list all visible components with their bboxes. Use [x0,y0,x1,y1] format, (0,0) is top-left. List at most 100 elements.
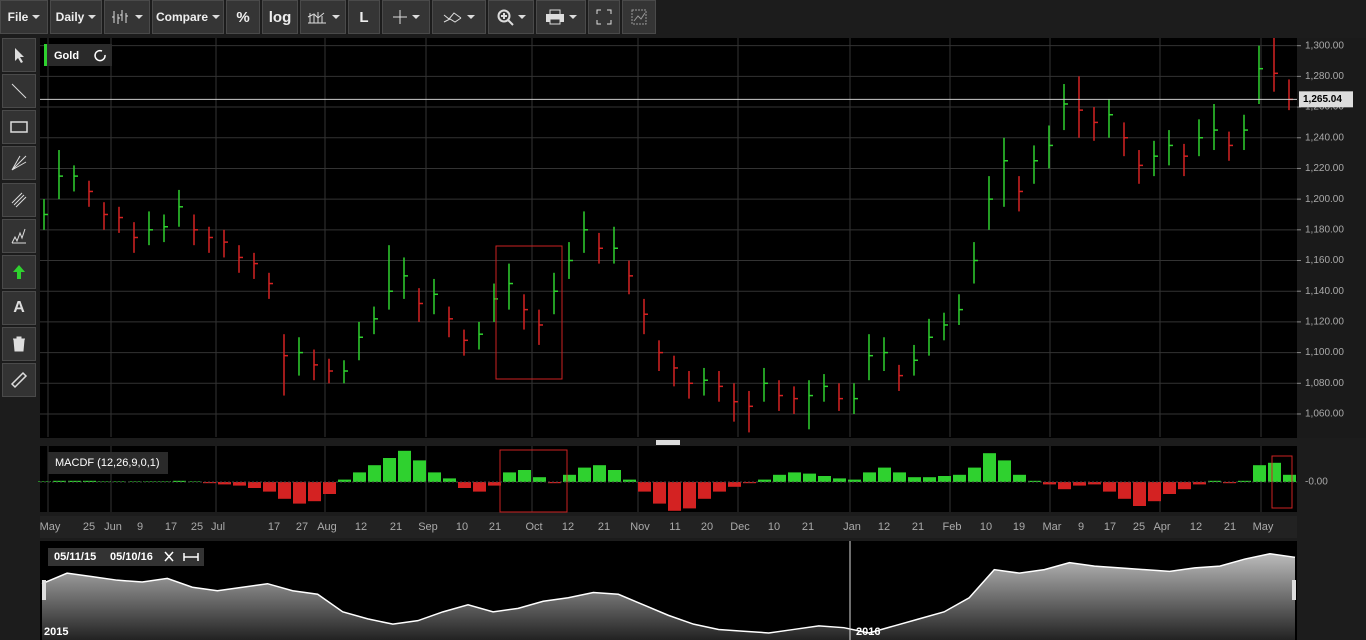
ruler-tool[interactable] [2,363,36,397]
x-tick-label: 10 [768,521,780,533]
icon [11,228,26,244]
delete-tool[interactable] [2,327,36,361]
histogram-bar [98,481,111,482]
fan-tool[interactable] [2,146,36,180]
log-button[interactable]: log [262,0,298,34]
end-date: 05/10/16 [110,551,153,563]
histogram-bar [248,482,261,488]
histogram-bar [293,482,306,504]
start-date-box [48,548,104,566]
histogram-bar [1043,482,1056,485]
histogram-bar [1238,480,1251,482]
histogram-bar [608,470,621,482]
zoom-menu[interactable] [488,0,534,34]
icon [11,155,27,171]
highlight-box [499,449,568,513]
histogram-bar [758,479,771,482]
histogram-bar [728,482,741,487]
refresh-icon [94,49,106,62]
histogram-bar [908,477,921,482]
histogram-bar [308,482,321,502]
symbol-tag [44,44,112,66]
price-axis [1297,38,1366,438]
histogram-bar [1073,482,1086,486]
icon [307,12,326,24]
date-axis [40,516,1297,538]
symbol-color [44,44,47,66]
pointer-tool[interactable] [2,38,36,72]
x-tick-label: 21 [489,521,501,533]
label: File [7,10,29,24]
pitchfork-tool[interactable] [2,219,36,253]
histogram-bar [878,467,891,482]
histogram-bar [338,479,351,482]
x-tick-label: May [40,521,61,533]
histogram-bar [1223,482,1236,484]
x-tick-label: 12 [355,521,367,533]
x-tick-label: 19 [1013,521,1025,533]
line-draw-tool[interactable] [2,74,36,108]
histogram-bar [413,460,426,482]
histogram-bar [548,482,561,484]
x-tick-label: 27 [296,521,308,533]
histogram-bar [623,479,636,482]
histogram-bar [323,482,336,494]
fullscreen-button[interactable] [588,0,620,34]
icon [596,9,612,25]
histogram-bar [863,472,876,482]
chart-type-menu[interactable] [104,0,150,34]
icon [546,9,564,25]
histogram-bar [113,481,126,482]
indicator-tag [48,452,168,474]
histogram-bar [788,472,801,482]
histogram-bar [83,480,96,482]
channel-tool[interactable] [2,183,36,217]
period-menu[interactable]: Daily [50,0,102,34]
histogram-bar [1253,465,1266,482]
histogram-bar [398,450,411,482]
histogram-bar [1058,482,1071,490]
x-tick-label: 25 [83,521,95,533]
histogram-bar [353,472,366,482]
x-tick-label: May [1253,521,1274,533]
y-tick-label: 1,200.00 [1305,194,1344,205]
highlight-box [1271,455,1293,509]
histogram-bar [203,482,216,484]
navigator-line [41,553,1296,634]
histogram-bar [503,472,516,482]
x-tick-label: 12 [562,521,574,533]
histogram-bar [518,470,531,482]
file-menu[interactable]: File [0,0,48,34]
y-tick-label: 1,220.00 [1305,163,1344,174]
arrow-tool[interactable] [2,255,36,289]
range-controls [160,548,204,566]
highlight-box [495,245,563,380]
rectangle-tool[interactable] [2,110,36,144]
print-menu[interactable] [536,0,586,34]
x-tick-label: 10 [456,521,468,533]
crosshair-menu[interactable] [382,0,430,34]
x-tick-label: Sep [418,521,438,533]
studies-menu[interactable] [300,0,346,34]
histogram-bar [368,465,381,482]
x-tick-label: Jan [843,521,861,533]
percent-button[interactable]: % [226,0,260,34]
icon [112,10,128,24]
snapshot-button[interactable] [622,0,656,34]
draw-menu[interactable] [432,0,486,34]
histogram-bar [698,482,711,499]
text-tool[interactable]: A [2,291,36,325]
histogram-bar [803,473,816,482]
x-tick-label: 21 [1224,521,1236,533]
navigator-handle [42,580,46,600]
histogram-bar [983,453,996,482]
x-tick-label: 11 [669,521,680,533]
line-tool[interactable]: L [348,0,380,34]
last-price-box [1299,91,1353,108]
x-tick-label: 21 [598,521,610,533]
histogram-bar [1283,474,1296,482]
histogram-bar [713,482,726,492]
compare-menu[interactable]: Compare [152,0,224,34]
start-date: 05/11/15 [54,551,96,563]
